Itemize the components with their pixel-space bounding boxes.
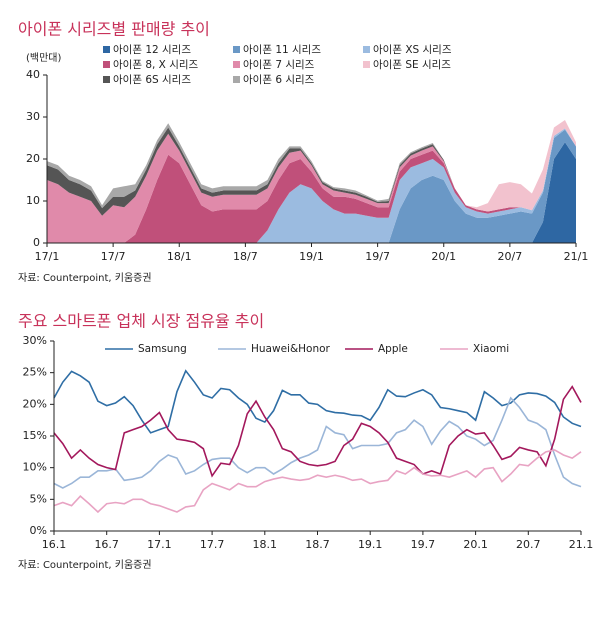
y-tick-label: 0% [30,524,47,537]
y-tick-label: 40 [26,68,40,81]
y-tick-label: 30% [23,334,47,347]
y-axis-label: (백만대) [26,52,62,64]
y-tick-label: 5% [30,492,47,505]
x-tick-label: 20/7 [498,250,523,263]
legend-label: Apple [378,343,408,355]
x-tick-label: 21.1 [569,538,594,551]
legend-swatch [233,46,240,53]
legend-label: 아이폰 6S 시리즈 [113,74,191,86]
legend-swatch [363,46,370,53]
y-tick-label: 15% [23,429,47,442]
line [53,449,582,514]
x-tick-label: 19.1 [358,538,383,551]
legend-swatch [103,61,110,68]
legend-swatch [233,61,240,68]
legend-label: Xiaomi [473,343,509,355]
x-tick-label: 18.1 [253,538,278,551]
area [47,129,576,243]
source: 자료: Counterpoint, 키움증권 [18,272,152,284]
legend-label: Huawei&Honor [251,343,331,355]
x-tick-label: 19.7 [411,538,436,551]
legend-label: Samsung [138,343,187,355]
x-tick-label: 18.7 [305,538,330,551]
legend-label: 아이폰 SE 시리즈 [373,59,451,71]
area [47,128,576,243]
x-tick-label: 20.1 [463,538,488,551]
legend-label: 아이폰 XS 시리즈 [373,44,452,56]
x-tick-label: 17.1 [147,538,172,551]
source: 자료: Counterpoint, 키움증권 [18,559,152,571]
x-tick-label: 17.7 [200,538,225,551]
x-tick-label: 21/1 [564,250,589,263]
line [53,396,582,489]
legend-label: 아이폰 8, X 시리즈 [113,59,199,71]
x-tick-label: 17/1 [35,250,60,263]
legend-label: 아이폰 7 시리즈 [243,59,315,71]
y-tick-label: 0 [33,236,40,249]
x-tick-label: 18/7 [233,250,258,263]
legend-swatch [103,46,110,53]
y-tick-label: 30 [26,110,40,123]
x-tick-label: 16.1 [42,538,67,551]
legend-swatch [103,76,110,83]
x-tick-label: 19/1 [299,250,324,263]
legend-swatch [363,61,370,68]
chart-title: 아이폰 시리즈별 판매량 추이 [18,20,210,39]
x-tick-label: 17/7 [101,250,126,263]
y-tick-label: 20% [23,397,47,410]
line [53,385,582,478]
line [53,369,582,434]
x-tick-label: 19/7 [365,250,390,263]
chart-title: 주요 스마트폰 업체 시장 점유율 추이 [18,312,264,331]
x-tick-label: 16.7 [94,538,119,551]
y-tick-label: 25% [23,366,47,379]
y-tick-label: 10 [26,194,40,207]
x-tick-label: 20.7 [516,538,541,551]
y-tick-label: 20 [26,152,40,165]
legend-label: 아이폰 12 시리즈 [113,44,191,56]
x-tick-label: 18/1 [167,250,192,263]
area [47,128,576,243]
legend-label: 아이폰 6 시리즈 [243,74,315,86]
legend-label: 아이폰 11 시리즈 [243,44,321,56]
x-tick-label: 20/1 [431,250,456,263]
area [47,128,576,243]
y-tick-label: 10% [23,461,47,474]
area [47,119,576,216]
area [47,119,576,216]
legend-swatch [233,76,240,83]
